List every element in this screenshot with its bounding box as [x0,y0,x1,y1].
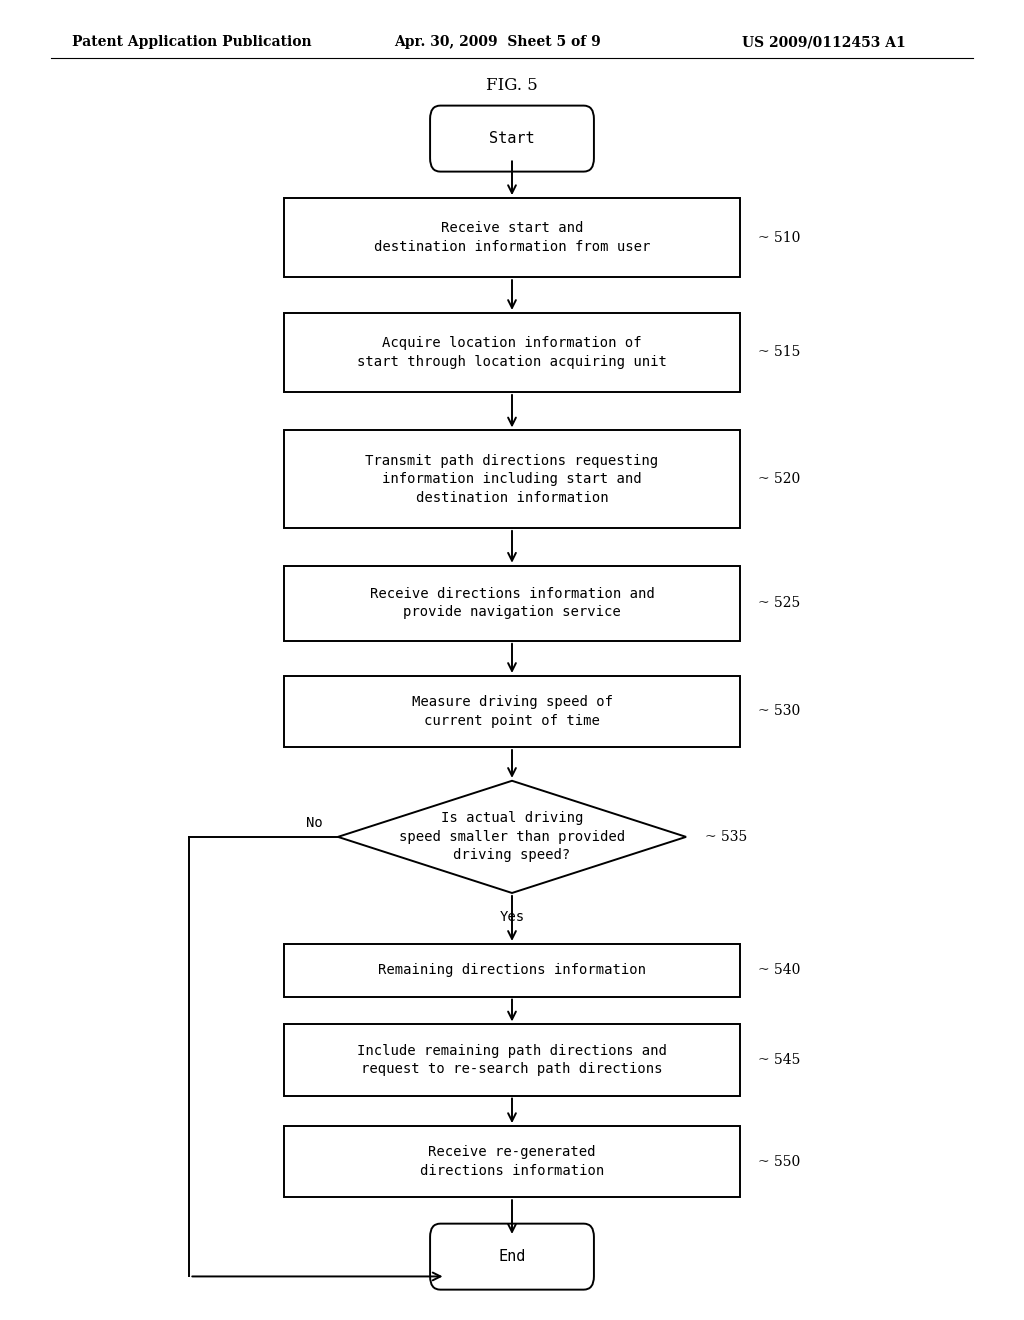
Text: ~ 520: ~ 520 [758,473,801,486]
Text: Is actual driving
speed smaller than provided
driving speed?: Is actual driving speed smaller than pro… [399,812,625,862]
FancyBboxPatch shape [430,1224,594,1290]
Bar [284,313,739,392]
Text: Start: Start [489,131,535,147]
Polygon shape [338,781,686,892]
Bar [284,944,739,997]
Text: ~ 515: ~ 515 [758,346,801,359]
Text: Remaining directions information: Remaining directions information [378,964,646,977]
Text: Yes: Yes [500,911,524,924]
Text: Receive directions information and
provide navigation service: Receive directions information and provi… [370,587,654,619]
Text: End: End [499,1249,525,1265]
Bar [284,565,739,640]
Text: Apr. 30, 2009  Sheet 5 of 9: Apr. 30, 2009 Sheet 5 of 9 [394,36,601,49]
Text: Patent Application Publication: Patent Application Publication [72,36,311,49]
Bar [284,198,739,277]
Text: Include remaining path directions and
request to re-search path directions: Include remaining path directions and re… [357,1044,667,1076]
Bar [284,1126,739,1197]
FancyBboxPatch shape [430,106,594,172]
Bar [284,430,739,528]
Text: ~ 550: ~ 550 [758,1155,801,1168]
Bar [284,1024,739,1096]
Text: ~ 525: ~ 525 [758,597,801,610]
Text: ~ 530: ~ 530 [758,705,801,718]
Text: No: No [306,816,323,830]
Text: ~ 510: ~ 510 [758,231,801,244]
Text: ~ 535: ~ 535 [705,830,746,843]
Text: Receive re-generated
directions information: Receive re-generated directions informat… [420,1146,604,1177]
Text: ~ 540: ~ 540 [758,964,801,977]
Text: ~ 545: ~ 545 [758,1053,801,1067]
Text: FIG. 5: FIG. 5 [486,78,538,94]
Bar [284,676,739,747]
Text: Transmit path directions requesting
information including start and
destination : Transmit path directions requesting info… [366,454,658,504]
Text: Measure driving speed of
current point of time: Measure driving speed of current point o… [412,696,612,727]
Text: Acquire location information of
start through location acquiring unit: Acquire location information of start th… [357,337,667,368]
Text: US 2009/0112453 A1: US 2009/0112453 A1 [742,36,906,49]
Text: Receive start and
destination information from user: Receive start and destination informatio… [374,222,650,253]
